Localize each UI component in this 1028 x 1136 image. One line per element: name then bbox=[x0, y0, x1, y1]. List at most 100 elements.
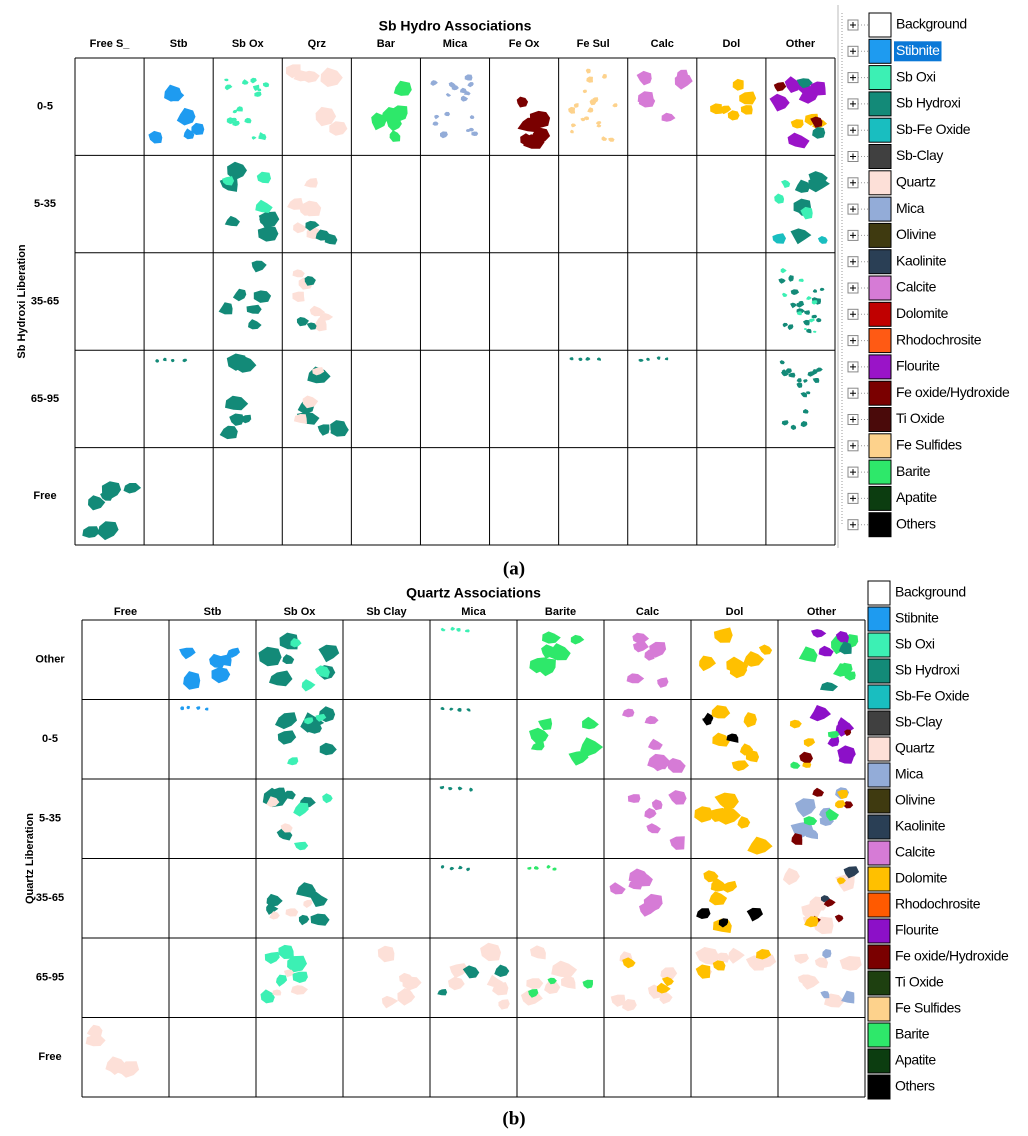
particle bbox=[293, 222, 307, 233]
column-header: Barite bbox=[545, 606, 576, 618]
particle bbox=[163, 358, 167, 361]
particle bbox=[233, 289, 246, 302]
cell-image bbox=[780, 360, 823, 430]
particle bbox=[292, 972, 308, 983]
particle bbox=[304, 178, 318, 188]
particle bbox=[835, 800, 846, 808]
column-header: Stb bbox=[170, 38, 188, 50]
legend-swatch bbox=[869, 302, 891, 326]
particle bbox=[247, 305, 262, 314]
particle bbox=[722, 881, 737, 893]
legend-label: Stibnite bbox=[895, 610, 939, 626]
particle bbox=[252, 136, 257, 140]
particle bbox=[791, 228, 812, 244]
particle bbox=[803, 409, 809, 414]
cell-image bbox=[261, 945, 309, 1004]
particle bbox=[382, 996, 398, 1009]
particle bbox=[797, 382, 803, 388]
particle bbox=[804, 310, 810, 314]
particle bbox=[263, 82, 269, 87]
particle bbox=[98, 521, 119, 540]
particle bbox=[820, 991, 829, 998]
particle bbox=[739, 92, 756, 105]
legend-swatch bbox=[869, 460, 891, 484]
particle bbox=[582, 717, 599, 730]
particle bbox=[668, 790, 686, 805]
legend-swatch bbox=[868, 581, 890, 605]
legend-swatch bbox=[869, 434, 891, 458]
legend-swatch bbox=[869, 381, 891, 405]
legend-swatch bbox=[868, 607, 890, 631]
particle bbox=[329, 121, 347, 136]
legend-label: Dolomite bbox=[896, 305, 949, 321]
particle bbox=[791, 289, 799, 295]
row-header: 0-5 bbox=[37, 101, 53, 113]
cell-image bbox=[155, 358, 187, 363]
particle bbox=[293, 269, 305, 277]
legend-swatch bbox=[869, 513, 891, 537]
figure: Sb Hydro AssociationsFree S_StbSb OxQrzB… bbox=[0, 0, 1028, 1136]
legend-swatch bbox=[869, 486, 891, 510]
legend-swatch bbox=[868, 815, 890, 839]
cell-image bbox=[82, 481, 141, 540]
cell-image bbox=[287, 178, 337, 245]
particle bbox=[657, 677, 668, 688]
particle bbox=[441, 707, 445, 710]
legend-label: Fe oxide/Hydroxide bbox=[896, 384, 1010, 400]
cell-image bbox=[179, 648, 240, 690]
column-header: Calc bbox=[651, 38, 674, 50]
particle bbox=[747, 908, 763, 922]
legend-label: Stibnite bbox=[896, 42, 940, 58]
particle bbox=[124, 483, 142, 494]
particle bbox=[446, 93, 451, 97]
legend-label: Sb Hydroxi bbox=[896, 95, 961, 111]
column-header: Fe Ox bbox=[509, 38, 540, 50]
particle bbox=[783, 868, 800, 885]
cell-image bbox=[292, 269, 333, 331]
particle bbox=[457, 708, 461, 712]
particle bbox=[811, 629, 826, 638]
legend-swatch bbox=[869, 250, 891, 274]
particle bbox=[628, 794, 641, 803]
legend-swatch bbox=[869, 355, 891, 379]
particle bbox=[804, 816, 818, 825]
particle bbox=[466, 708, 470, 711]
cell-image bbox=[628, 790, 687, 850]
particle bbox=[639, 359, 644, 362]
particle bbox=[397, 989, 415, 1006]
cell-image bbox=[570, 357, 602, 361]
particle bbox=[571, 123, 576, 127]
legend-label: Ti Oxide bbox=[896, 410, 945, 426]
particle bbox=[699, 656, 716, 672]
particle bbox=[646, 823, 661, 833]
cell-image bbox=[783, 866, 859, 934]
legend-swatch bbox=[869, 276, 891, 300]
particle bbox=[551, 961, 577, 978]
row-header: Free bbox=[38, 1051, 61, 1063]
particle bbox=[458, 866, 463, 870]
particle bbox=[696, 965, 711, 979]
particle bbox=[813, 289, 817, 293]
particle bbox=[440, 131, 448, 138]
particle bbox=[307, 323, 317, 330]
particle bbox=[670, 836, 685, 850]
particle bbox=[835, 915, 844, 923]
particle bbox=[529, 728, 549, 745]
particle bbox=[781, 268, 787, 273]
legend-swatch bbox=[869, 223, 891, 247]
panel-title: Quartz Associations bbox=[406, 585, 541, 601]
particle bbox=[378, 946, 395, 963]
particle bbox=[466, 868, 470, 872]
particle bbox=[82, 526, 99, 538]
particle bbox=[612, 103, 617, 107]
particle bbox=[458, 787, 463, 791]
particle bbox=[737, 816, 750, 829]
legend-label: Apatite bbox=[896, 489, 937, 505]
particle bbox=[570, 357, 574, 360]
particle bbox=[781, 180, 790, 188]
particle bbox=[278, 945, 294, 959]
particle bbox=[820, 288, 825, 291]
legend: BackgroundStibniteSb OxiSb HydroxiSb-Fe … bbox=[838, 5, 1010, 548]
legend-swatch bbox=[868, 893, 890, 917]
